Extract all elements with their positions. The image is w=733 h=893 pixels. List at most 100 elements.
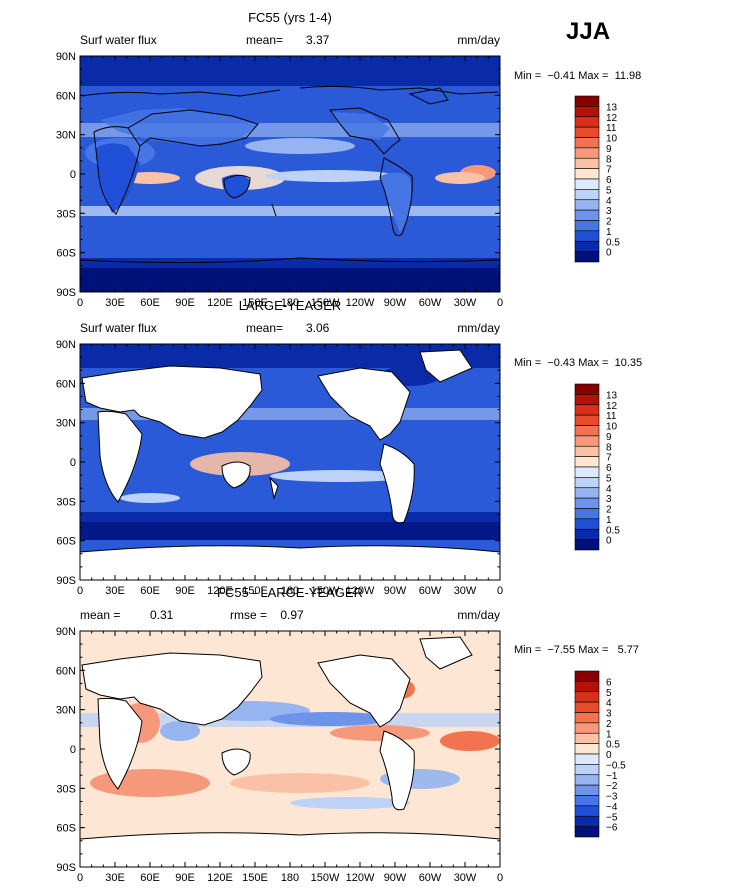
x-tick-label: 30E bbox=[105, 585, 125, 597]
colorbar-swatch bbox=[574, 764, 600, 776]
x-tick-label: 60W bbox=[419, 872, 442, 884]
panel3-minmax: Min = −7.55 Max = 5.77 bbox=[514, 644, 640, 656]
colorbar-swatch bbox=[574, 670, 600, 682]
x-tick-label: 60W bbox=[419, 297, 442, 309]
colorbar-label: 1 bbox=[606, 515, 612, 526]
x-tick-label: 150W bbox=[311, 297, 340, 309]
colorbar-swatch bbox=[574, 805, 600, 817]
colorbar-swatch bbox=[574, 456, 600, 468]
x-tick-label: 180 bbox=[281, 297, 299, 309]
panel1-title: FC55 (yrs 1-4) bbox=[248, 10, 332, 25]
landmass bbox=[221, 461, 251, 489]
x-tick-label: 120W bbox=[346, 297, 375, 309]
x-tick-label: 180 bbox=[281, 585, 299, 597]
x-tick-label: 90E bbox=[175, 297, 195, 309]
colorbar-label: −6 bbox=[606, 823, 618, 834]
x-tick-label: 150E bbox=[242, 297, 268, 309]
colorbar-label: 0.5 bbox=[606, 740, 620, 751]
colorbar-label: 2 bbox=[606, 217, 612, 228]
x-tick-label: 0 bbox=[77, 872, 83, 884]
panel3-mean-label: mean = bbox=[80, 608, 121, 622]
x-tick-label: 120E bbox=[207, 297, 233, 309]
colorbar-label: 5 bbox=[606, 688, 612, 699]
landmass bbox=[419, 349, 473, 383]
x-tick-label: 0 bbox=[77, 297, 83, 309]
x-tick-label: 30E bbox=[105, 297, 125, 309]
x-tick-label: 150E bbox=[242, 872, 268, 884]
x-tick-label: 60E bbox=[140, 872, 160, 884]
colorbar-label: 6 bbox=[606, 463, 612, 474]
landmass bbox=[81, 365, 263, 439]
colorbar-label: 2 bbox=[606, 719, 612, 730]
colorbar-label: 4 bbox=[606, 484, 612, 495]
panel1-minmax: Min = −0.41 Max = 11.98 bbox=[514, 70, 642, 82]
y-tick-label: 0 bbox=[70, 457, 76, 469]
colorbar-swatch bbox=[574, 477, 600, 489]
panel2-mean-value: 3.06 bbox=[306, 321, 330, 335]
y-tick-label: 90N bbox=[56, 626, 76, 638]
y-tick-label: 30S bbox=[56, 208, 76, 220]
landmass bbox=[97, 697, 143, 790]
colorbar-swatch bbox=[574, 497, 600, 509]
colorbar-swatch bbox=[574, 220, 600, 232]
y-tick-label: 90S bbox=[56, 575, 76, 587]
colorbar-swatch bbox=[574, 435, 600, 447]
x-tick-label: 0 bbox=[497, 585, 503, 597]
colorbar-label: 6 bbox=[606, 175, 612, 186]
landmass bbox=[317, 654, 411, 728]
colorbar-label: 9 bbox=[606, 432, 612, 443]
panel2-units: mm/day bbox=[457, 321, 500, 335]
panel2-mean-label: mean= bbox=[246, 321, 284, 335]
colorbar-label: 11 bbox=[606, 411, 617, 422]
panel3-rmse: rmse = 0.97 bbox=[230, 608, 304, 622]
landmass bbox=[81, 652, 263, 726]
colorbar-swatch bbox=[574, 240, 600, 252]
colorbar-label: 0 bbox=[606, 248, 612, 259]
landmass bbox=[379, 730, 415, 811]
colorbar-label: 5 bbox=[606, 473, 612, 484]
y-tick-label: 30N bbox=[56, 130, 76, 142]
x-tick-label: 90W bbox=[384, 585, 407, 597]
y-tick-label: 60S bbox=[56, 823, 76, 835]
colorbar-label: −2 bbox=[606, 781, 618, 792]
colorbar-label: 12 bbox=[606, 401, 618, 412]
colorbar-label: 12 bbox=[606, 113, 618, 124]
colorbar-swatch bbox=[574, 466, 600, 478]
panel1-units: mm/day bbox=[457, 33, 500, 47]
colorbar-label: −3 bbox=[606, 792, 618, 803]
colorbar-label: 8 bbox=[606, 442, 612, 453]
colorbar-swatch bbox=[574, 681, 600, 693]
panel2-minmax: Min = −0.43 Max = 10.35 bbox=[514, 357, 643, 369]
x-tick-label: 180 bbox=[281, 872, 299, 884]
panel1-mean-value: 3.37 bbox=[306, 33, 330, 47]
y-tick-label: 60S bbox=[56, 536, 76, 548]
colorbar-swatch bbox=[574, 126, 600, 138]
colorbar-swatch bbox=[574, 209, 600, 221]
colorbar-swatch bbox=[574, 487, 600, 499]
colorbar-label: 1 bbox=[606, 227, 612, 238]
colorbar-swatch bbox=[574, 425, 600, 437]
landmass bbox=[269, 476, 279, 500]
colorbar-swatch bbox=[574, 199, 600, 211]
y-tick-label: 90S bbox=[56, 287, 76, 299]
landmass bbox=[379, 443, 415, 524]
x-tick-label: 120W bbox=[346, 585, 375, 597]
x-tick-label: 60W bbox=[419, 585, 442, 597]
x-tick-label: 0 bbox=[497, 297, 503, 309]
colorbar-swatch bbox=[574, 539, 600, 551]
colorbar-swatch bbox=[574, 518, 600, 530]
colorbar-swatch bbox=[574, 691, 600, 703]
panel2-title: LARGE-YEAGER bbox=[238, 298, 342, 313]
colorbar-label: 3 bbox=[606, 494, 612, 505]
colorbar-swatch bbox=[574, 404, 600, 416]
y-tick-label: 30S bbox=[56, 496, 76, 508]
colorbar-label: 7 bbox=[606, 453, 612, 464]
colorbar-label: 8 bbox=[606, 154, 612, 165]
colorbar-swatch bbox=[574, 774, 600, 786]
colorbar-label: 3 bbox=[606, 709, 612, 720]
x-tick-label: 60E bbox=[140, 297, 160, 309]
colorbar-swatch bbox=[574, 712, 600, 724]
colorbar-swatch bbox=[574, 106, 600, 118]
panel3-units: mm/day bbox=[457, 608, 500, 622]
colorbar-label: 0.5 bbox=[606, 525, 620, 536]
